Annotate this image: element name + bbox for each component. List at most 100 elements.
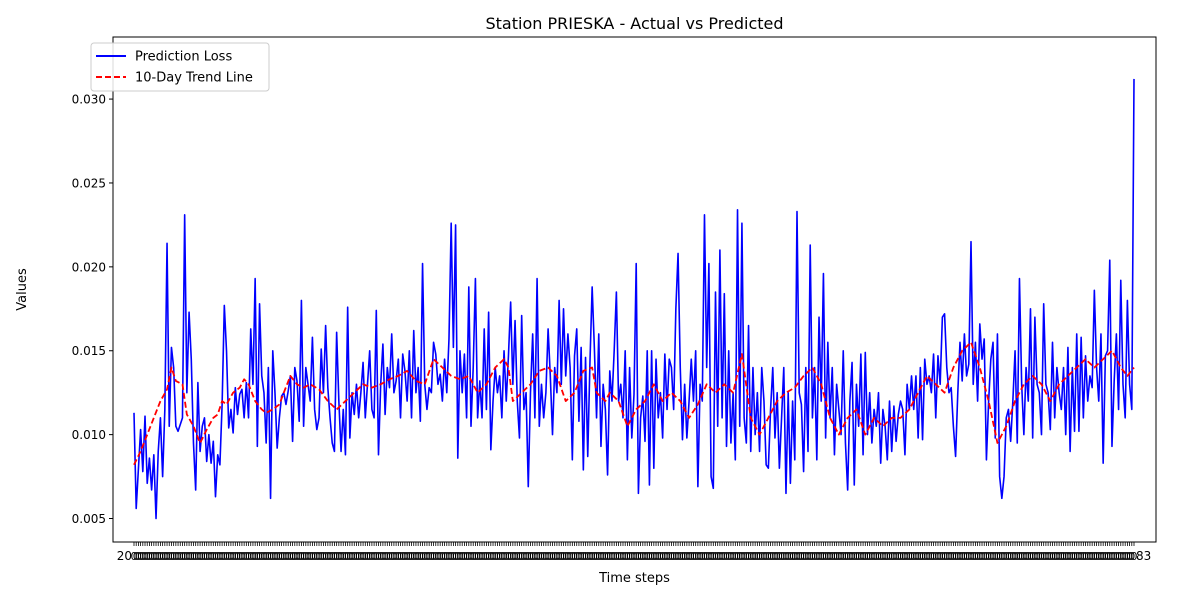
x-tick-label: 0	[247, 550, 254, 563]
x-tick-label: 0	[734, 550, 741, 563]
x-tick-label: 0	[459, 550, 466, 563]
x-tick-label: 0	[1111, 550, 1118, 563]
x-tick-label: 0	[793, 550, 800, 563]
x-tick-label: 0	[371, 550, 378, 563]
x-tick-label: 0	[227, 550, 234, 563]
x-tick-label: 0	[866, 550, 873, 563]
x-tick-label: 0	[432, 550, 439, 563]
x-tick-label: 0	[465, 550, 472, 563]
x-tick-label: 0	[683, 550, 690, 563]
x-tick-label: 0	[664, 550, 671, 563]
x-tick-label: 0	[278, 550, 285, 563]
x-tick-label: 0	[545, 550, 552, 563]
x-tick-label: 0	[1051, 550, 1058, 563]
x-tick-label: 0	[481, 550, 488, 563]
y-tick-label: 0.030	[72, 93, 106, 107]
x-tick-label: 0	[144, 550, 151, 563]
x-tick-label: 0	[498, 550, 505, 563]
x-tick-label: 0	[494, 550, 501, 563]
x-tick-label: 0	[1053, 550, 1060, 563]
x-tick-label: 0	[857, 550, 864, 563]
x-tick-label: 0	[606, 550, 613, 563]
x-tick-label: 0	[331, 550, 338, 563]
x-tick-label: 0	[179, 550, 186, 563]
x-tick-label: 0	[1080, 550, 1087, 563]
x-tick-label: 0	[274, 550, 281, 563]
x-tick-label: 0	[384, 550, 391, 563]
x-tick-label: 0	[767, 550, 774, 563]
x-tick-label: 0	[1042, 550, 1049, 563]
x-tick-label: 0	[721, 550, 728, 563]
x-tick-label: 0	[553, 550, 560, 563]
x-tick-label: 0	[225, 550, 232, 563]
legend-box	[90, 42, 270, 92]
x-tick-label: 0	[1031, 550, 1038, 563]
x-tick-label: 0	[705, 550, 712, 563]
x-tick-label: 0	[269, 550, 276, 563]
x-tick-label: 0	[293, 550, 300, 563]
x-tick-label: 0	[752, 550, 759, 563]
x-tick-label: 0	[406, 550, 413, 563]
x-tick-label: 0	[692, 550, 699, 563]
x-tick-label: 0	[536, 550, 543, 563]
x-tick-label: 0	[401, 550, 408, 563]
x-tick-label: 0	[888, 550, 895, 563]
legend: Prediction Loss 10-Day Trend Line	[90, 42, 270, 92]
x-tick-label: 0	[454, 550, 461, 563]
x-tick-label: 0	[994, 550, 1001, 563]
x-tick-label: 0	[805, 550, 812, 563]
x-tick-label: 0	[468, 550, 475, 563]
x-tick-label: 0	[214, 550, 221, 563]
x-tick-label: 0	[452, 550, 459, 563]
x-tick-label: 0	[1086, 550, 1093, 563]
x-tick-label: 0	[774, 550, 781, 563]
x-tick-label: 0	[351, 550, 358, 563]
x-tick-label: 0	[150, 550, 157, 563]
x-tick-label: 0	[417, 550, 424, 563]
x-tick-label: 0	[602, 550, 609, 563]
x-tick-label: 0	[824, 550, 831, 563]
x-tick-label: 0	[333, 550, 340, 563]
x-tick-label: 0	[509, 550, 516, 563]
x-tick-label: 0	[1089, 550, 1096, 563]
x-tick-label: 0	[177, 550, 184, 563]
x-tick-label: 0	[996, 550, 1003, 563]
x-tick-label: 0	[873, 550, 880, 563]
x-tick-label: 0	[622, 550, 629, 563]
x-tick-label: 0	[979, 550, 986, 563]
x-tick-label: 0	[736, 550, 743, 563]
x-tick-label: 0	[690, 550, 697, 563]
x-tick-label: 0	[527, 550, 534, 563]
x-tick-label: 0	[586, 550, 593, 563]
x-tick-label: 0	[313, 550, 320, 563]
x-tick-label: 0	[542, 550, 549, 563]
x-tick-label: 0	[1131, 550, 1138, 563]
x-tick-label: 0	[842, 550, 849, 563]
x-tick-label: 0	[890, 550, 897, 563]
y-tick-label: 0.020	[72, 260, 106, 274]
x-tick-label: 0	[635, 550, 642, 563]
x-tick-label: 0	[868, 550, 875, 563]
x-tick-label: 0	[353, 550, 360, 563]
x-tick-label: 0	[234, 550, 241, 563]
x-tick-label: 0	[241, 550, 248, 563]
x-tick-label: 0	[1117, 550, 1124, 563]
x-tick-label: 0	[668, 550, 675, 563]
x-tick-label: 0	[362, 550, 369, 563]
x-tick-label: 0	[164, 550, 171, 563]
x-tick-label: 0	[589, 550, 596, 563]
x-tick-label: 0	[492, 550, 499, 563]
x-tick-label: 0	[604, 550, 611, 563]
x-tick-label: 0	[355, 550, 362, 563]
x-tick-label: 0	[238, 550, 245, 563]
x-tick-label: 0	[322, 550, 329, 563]
x-tick-label: 0	[943, 550, 950, 563]
x-tick-label: 0	[556, 550, 563, 563]
x-tick-label: 0	[1082, 550, 1089, 563]
x-tick-label: 0	[296, 550, 303, 563]
y-tick-label: 0.025	[72, 176, 106, 190]
x-tick-label: 0	[357, 550, 364, 563]
x-tick-label: 0	[637, 550, 644, 563]
x-tick-label: 0	[877, 550, 884, 563]
x-tick-label: 0	[1062, 550, 1069, 563]
